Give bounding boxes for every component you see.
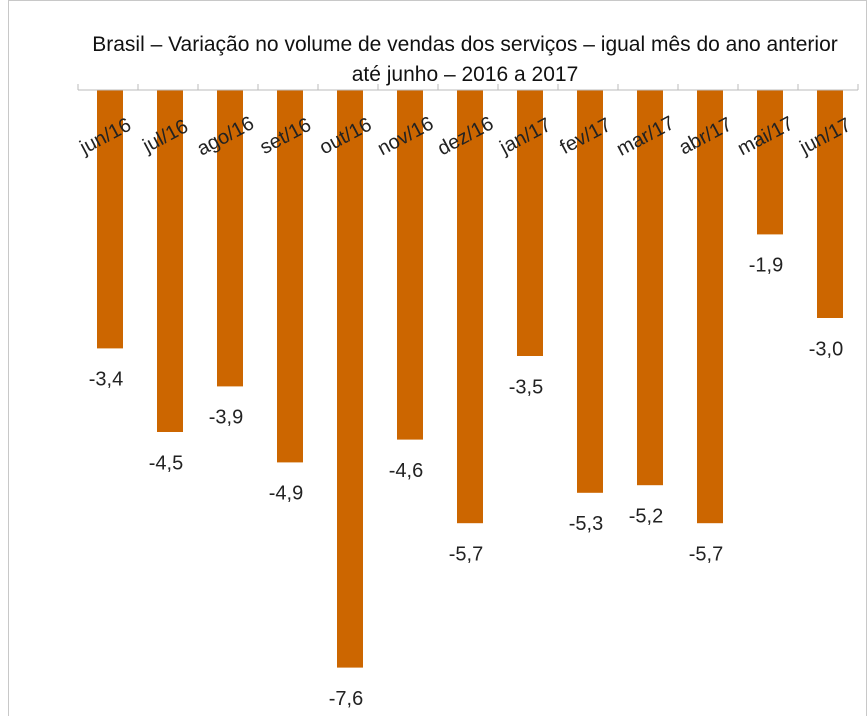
bar: [817, 90, 843, 318]
value-label: -1,9: [749, 255, 783, 277]
value-label: -4,9: [269, 483, 303, 505]
bar: [517, 90, 543, 356]
bar: [757, 90, 783, 235]
bar: [217, 90, 243, 387]
bar: [277, 90, 303, 463]
bar: [337, 90, 363, 668]
bar: [397, 90, 423, 440]
border: [8, 0, 867, 716]
value-label: -5,7: [449, 543, 483, 565]
bar: [97, 90, 123, 349]
value-label: -3,4: [89, 369, 123, 391]
bar: [157, 90, 183, 432]
value-label: -5,7: [689, 543, 723, 565]
value-label: -5,3: [569, 513, 603, 535]
value-label: -3,5: [509, 376, 543, 398]
value-label: -5,2: [629, 505, 663, 527]
value-label: -4,6: [389, 460, 423, 482]
chart-title: Brasil – Variação no volume de vendas do…: [92, 33, 838, 86]
value-label: -4,5: [149, 452, 183, 474]
value-label: -3,9: [209, 407, 243, 429]
bar: [637, 90, 663, 486]
bar: [577, 90, 603, 493]
value-label: -7,6: [329, 688, 363, 710]
bar: [457, 90, 483, 524]
value-label: -3,0: [809, 338, 843, 360]
bar: [697, 90, 723, 524]
